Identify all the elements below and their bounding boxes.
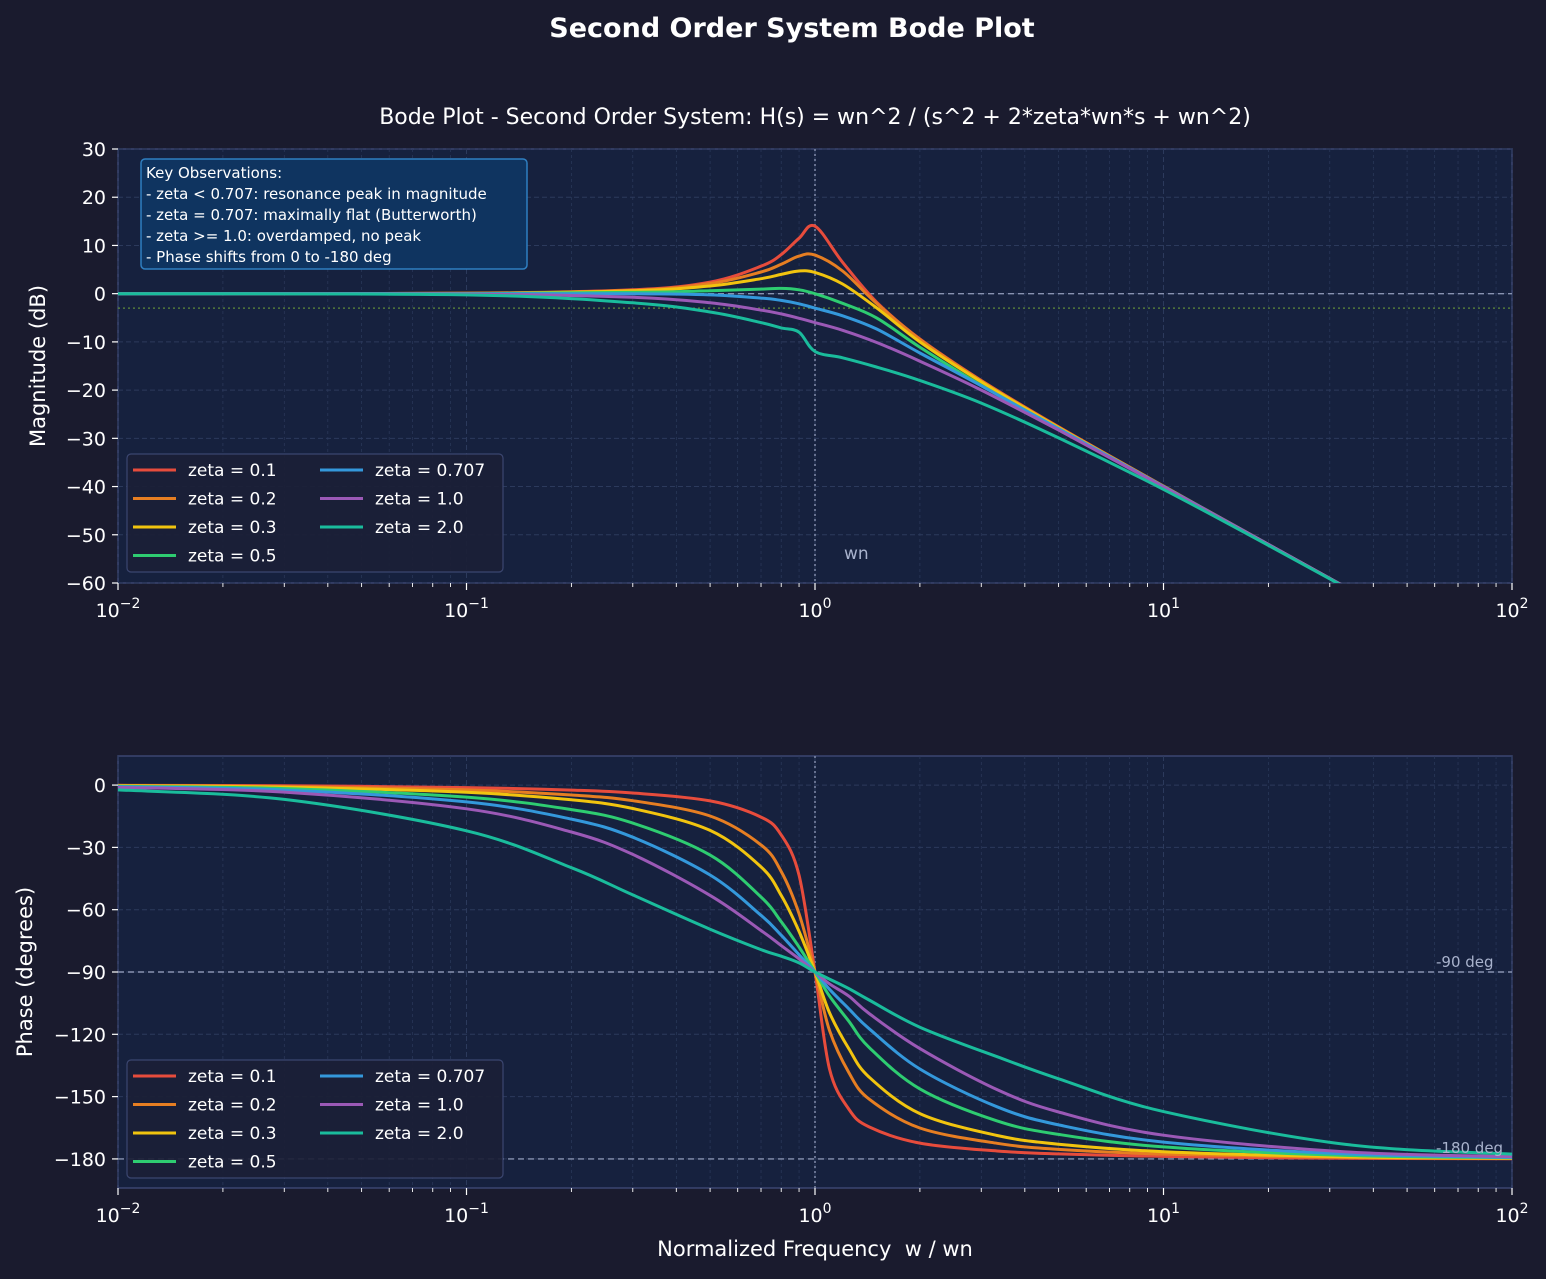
- legend-box: [126, 1059, 504, 1179]
- note-line: - Phase shifts from 0 to -180 deg: [146, 248, 392, 266]
- note-line: Key Observations:: [146, 164, 282, 182]
- magnitude-legend: zeta = 0.1 zeta = 0.2 zeta = 0.3 zeta = 0.5…: [126, 453, 504, 573]
- y-tick-label: −30: [66, 428, 106, 450]
- x-tick-label: 10−2: [96, 596, 141, 622]
- y-tick-label: 30: [82, 139, 106, 161]
- y-tick-label: −150: [54, 1087, 106, 1109]
- x-tick-label: 101: [1147, 596, 1180, 622]
- y-tick-label: 10: [82, 235, 106, 257]
- legend-label: zeta = 1.0: [375, 490, 464, 510]
- y-tick-label: −90: [66, 962, 106, 984]
- legend-label: zeta = 0.3: [188, 1124, 277, 1144]
- x-tick-label: 102: [1495, 596, 1528, 622]
- x-tick-label: 100: [798, 596, 831, 622]
- note-line: - zeta < 0.707: resonance peak in magnit…: [146, 185, 487, 203]
- figure-suptitle: Second Order System Bode Plot: [549, 13, 1035, 44]
- legend-label: zeta = 0.1: [188, 1067, 277, 1087]
- legend-label: zeta = 0.707: [375, 1067, 485, 1087]
- y-tick-label: 0: [94, 775, 106, 797]
- legend-label: zeta = 0.707: [375, 461, 485, 481]
- legend-label: zeta = 1.0: [375, 1096, 464, 1116]
- magnitude-ylabel: Magnitude (dB): [26, 285, 50, 447]
- legend-label: zeta = 0.1: [188, 461, 277, 481]
- x-tick-label: 10−1: [444, 1201, 489, 1227]
- phase-series: [118, 783, 1512, 1161]
- phase-legend: zeta = 0.1 zeta = 0.2 zeta = 0.3 zeta = 0.5…: [126, 1059, 504, 1179]
- series-line: [118, 788, 1512, 1156]
- wn-annotation: wn: [844, 544, 869, 564]
- legend-label: zeta = 0.2: [188, 490, 277, 510]
- phase-ylabel: Phase (degrees): [13, 887, 37, 1057]
- key-observations-note: Key Observations: - zeta < 0.707: resona…: [140, 158, 528, 270]
- magnitude-title: Bode Plot - Second Order System: H(s) = …: [379, 105, 1251, 130]
- x-tick-label: 10−2: [96, 1201, 141, 1227]
- y-tick-label: −10: [66, 332, 106, 354]
- y-tick-label: −60: [66, 900, 106, 922]
- legend-label: zeta = 0.3: [188, 518, 277, 538]
- legend-label: zeta = 2.0: [375, 518, 464, 538]
- y-tick-label: −120: [54, 1024, 106, 1046]
- x-tick-label: 101: [1147, 1201, 1180, 1227]
- y-tick-label: 20: [82, 187, 106, 209]
- y-tick-label: −30: [66, 837, 106, 859]
- x-tick-label: 10−1: [444, 596, 489, 622]
- legend-label: zeta = 0.5: [188, 1153, 277, 1173]
- y-tick-label: −40: [66, 477, 106, 499]
- note-box: [140, 158, 528, 270]
- y-tick-label: −50: [66, 525, 106, 547]
- x-tick-label: 100: [798, 1201, 831, 1227]
- legend-label: zeta = 0.5: [188, 547, 277, 567]
- y-tick-label: 0: [94, 284, 106, 306]
- legend-label: zeta = 0.2: [188, 1096, 277, 1116]
- legend-box: [126, 453, 504, 573]
- minus90-annotation: -90 deg: [1436, 953, 1494, 971]
- x-tick-label: 102: [1495, 1201, 1528, 1227]
- y-tick-label: −180: [54, 1149, 106, 1171]
- series-line: [118, 292, 1341, 583]
- y-tick-label: −20: [66, 380, 106, 402]
- phase-xlabel: Normalized Frequency w / wn: [657, 1237, 973, 1261]
- note-line: - zeta >= 1.0: overdamped, no peak: [146, 227, 421, 245]
- y-tick-label: −60: [66, 573, 106, 595]
- legend-label: zeta = 2.0: [375, 1124, 464, 1144]
- magnitude-series: [118, 223, 1342, 583]
- note-line: - zeta = 0.707: maximally flat (Butterwo…: [146, 206, 477, 224]
- phase-ticks: 0 −30 −60 −90 −120 −150 −180 10−2 10−1 100 101 102: [54, 775, 1529, 1227]
- minus180-annotation: -180 deg: [1436, 1139, 1503, 1157]
